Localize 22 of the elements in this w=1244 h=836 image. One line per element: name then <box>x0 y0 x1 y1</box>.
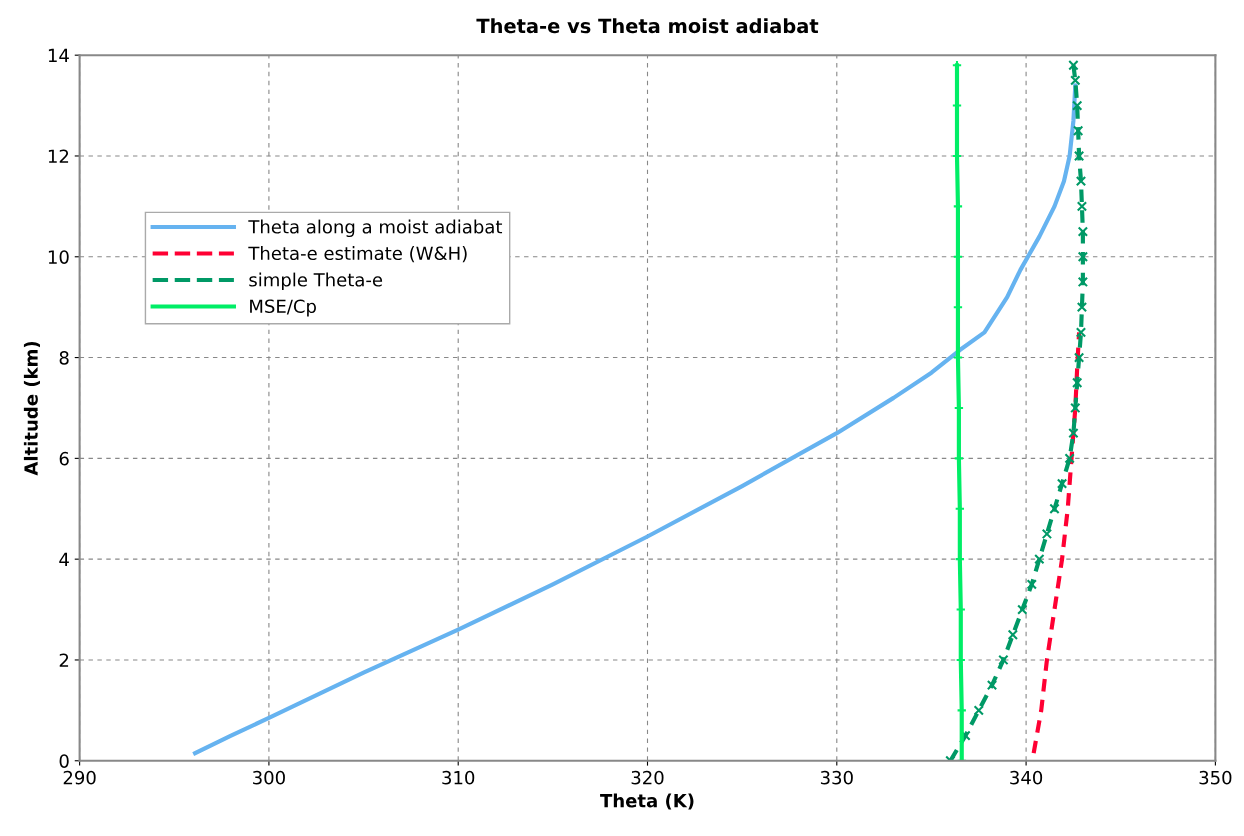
y-tick-label: 2 <box>59 653 69 667</box>
x-tick-label: 290 <box>63 770 96 785</box>
x-tick-label: 320 <box>631 770 664 785</box>
x-axis-title: Theta (K) <box>600 793 694 810</box>
legend-label: MSE/Cp <box>250 299 316 317</box>
chart-title: Theta-e vs Theta moist adiabat <box>476 18 819 34</box>
y-tick-label: 10 <box>48 250 69 264</box>
x-tick-label: 310 <box>442 770 475 785</box>
legend-label: Theta-e estimate (W&H) <box>248 246 467 263</box>
x-tick-label: 350 <box>1199 770 1232 785</box>
y-tick-label: 8 <box>59 351 69 365</box>
y-tick-label: 14 <box>48 48 69 63</box>
x-tick-label: 330 <box>820 770 853 785</box>
y-tick-label: 4 <box>59 552 69 567</box>
y-tick-label: 6 <box>59 451 69 466</box>
legend-label: simple Theta-e <box>249 272 383 291</box>
legend-label: Theta along a moist adiabat <box>248 219 503 238</box>
y-axis-title: Altitude (km) <box>23 341 40 476</box>
x-tick-label: 300 <box>253 770 285 785</box>
y-tick-label: 0 <box>59 754 69 768</box>
x-tick-label: 340 <box>1010 770 1043 785</box>
y-tick-label: 12 <box>48 149 69 163</box>
